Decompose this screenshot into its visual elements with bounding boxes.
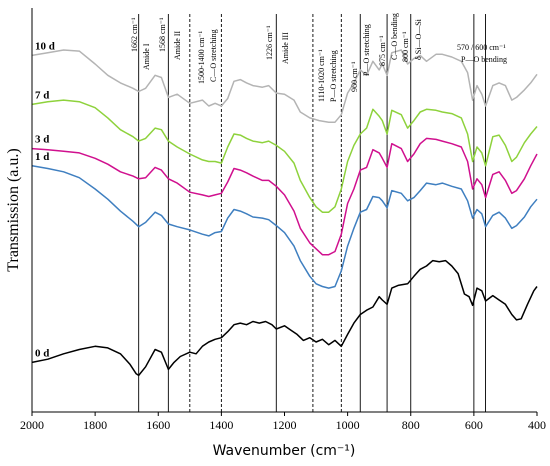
peak-annotations: 1662 cm⁻¹ Amide I 1568 cm⁻¹ Amide II 150… xyxy=(130,13,507,102)
series-label-0-d: 0 d xyxy=(35,347,49,359)
x-tick-label-600: 600 xyxy=(465,418,483,432)
annotation-co-bending: C—O bending xyxy=(390,13,399,60)
series-line-1-d xyxy=(31,165,538,289)
annotation-amide-iii: Amide III xyxy=(281,32,290,64)
annotation-570-600: 570 / 600 cm⁻¹ xyxy=(457,43,506,52)
y-axis-label: Transmission (a.u.) xyxy=(5,148,22,271)
series-line-3-d xyxy=(31,137,538,256)
series-line-10-d xyxy=(31,49,538,123)
series-line-0-d xyxy=(31,259,538,377)
annotation-960: 960 cm⁻¹ xyxy=(350,61,359,92)
x-tick-label-1400: 1400 xyxy=(209,418,233,432)
x-axis-label: Wavenumber (cm⁻¹) xyxy=(213,443,356,459)
series-label-1-d: 1 d xyxy=(35,151,49,163)
series-labels: 10 d 7 d 3 d 1 d 0 d xyxy=(35,40,55,359)
series-label-3-d: 3 d xyxy=(35,134,49,146)
x-tick-label-1800: 1800 xyxy=(83,418,107,432)
x-tick-label-800: 800 xyxy=(402,418,420,432)
annotation-1110-1020: 1110-1020 cm⁻¹ xyxy=(317,49,326,102)
series-label-10-d: 10 d xyxy=(35,40,55,52)
annotation-875: 875 cm⁻¹ xyxy=(378,35,387,66)
annotation-800: 800 cm⁻¹ xyxy=(401,31,410,62)
series-lines xyxy=(31,49,538,377)
annotation-amide-ii: Amide II xyxy=(173,31,182,60)
x-tick-label-400: 400 xyxy=(528,418,546,432)
annotation-po-stretching-1: P—O stretching xyxy=(329,50,338,102)
annotation-1226: 1226 cm⁻¹ xyxy=(265,25,274,60)
x-tick-label-1600: 1600 xyxy=(146,418,170,432)
annotation-1662: 1662 cm⁻¹ xyxy=(130,17,139,52)
annotation-1568: 1568 cm⁻¹ xyxy=(158,17,167,52)
annotation-po-bending: P—O bending xyxy=(461,55,507,64)
x-tick-label-2000: 2000 xyxy=(20,418,44,432)
annotation-po-stretching-2: P—O stretching xyxy=(362,24,371,76)
x-tick-labels: 2000 1800 1600 1400 1200 1000 800 600 400 xyxy=(20,412,546,432)
x-tick-label-1000: 1000 xyxy=(336,418,360,432)
series-line-7-d xyxy=(31,99,538,213)
annotation-co-stretching: C—O stretching xyxy=(209,29,218,82)
annotation-amide-i: Amide I xyxy=(142,43,151,70)
annotation-1500-1400: 1500-1400 cm⁻¹ xyxy=(197,30,206,84)
x-tick-label-1200: 1200 xyxy=(273,418,297,432)
axes xyxy=(31,8,537,413)
annotation-sio-si: δ Si—O—Si xyxy=(414,18,423,60)
series-label-7-d: 7 d xyxy=(35,89,49,101)
